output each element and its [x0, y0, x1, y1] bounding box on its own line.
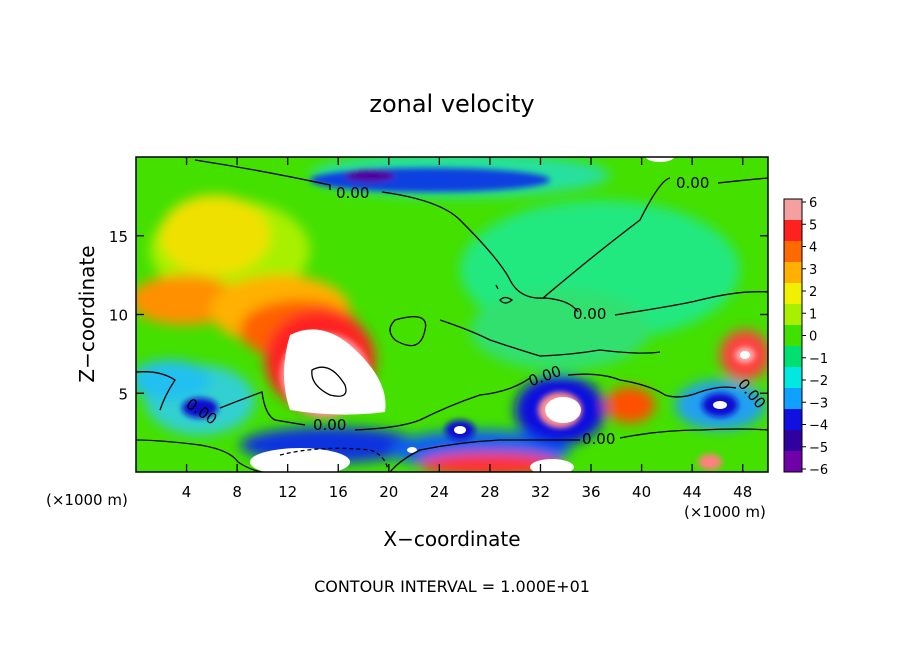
colorbar-swatch: [784, 388, 802, 410]
x-tick-label: 28: [480, 483, 499, 501]
contour-label: 0.00: [313, 416, 346, 434]
colorbar-swatch: [784, 283, 802, 305]
y-axis: 5 10 15: [109, 228, 768, 403]
contour-label: 0.00: [676, 174, 709, 192]
colorbar: 6 5 4 3 2 1 0 −1 −2 −3 −4 −5 −6: [783, 196, 828, 478]
x-axis: 4 8 12 16 20 24 28 32 36 40 44 48: [182, 157, 752, 501]
colorbar-tick-label: 2: [809, 285, 817, 300]
colorbar-swatch: [784, 430, 802, 452]
x-unit-label-left: (×1000 m): [46, 491, 128, 509]
colorbar-tick-label: 5: [809, 218, 817, 233]
contour-label: 0.00: [582, 430, 615, 448]
colorbar-swatch: [784, 220, 802, 242]
x-tick-label: 8: [232, 483, 242, 501]
colorbar-tick-label: 6: [809, 196, 817, 211]
colorbar-swatch: [784, 262, 802, 284]
colorbar-tick-label: −6: [809, 463, 828, 478]
x-tick-label: 44: [683, 483, 702, 501]
x-tick-label: 12: [278, 483, 297, 501]
contour-label: 0.00: [573, 305, 606, 323]
x-tick-label: 20: [379, 483, 398, 501]
colorbar-tick-label: −2: [809, 374, 828, 389]
x-tick-label: 24: [430, 483, 449, 501]
y-tick-label: 10: [109, 307, 128, 325]
x-tick-label: 48: [733, 483, 752, 501]
heatmap-field: [136, 157, 768, 472]
colorbar-tick-label: −3: [809, 396, 828, 411]
x-tick-label: 36: [581, 483, 600, 501]
colorbar-swatch: [784, 304, 802, 326]
x-tick-label: 40: [632, 483, 651, 501]
colorbar-swatch: [784, 199, 802, 221]
colorbar-tick-label: −4: [809, 419, 828, 434]
x-axis-label: X−coordinate: [383, 527, 520, 551]
x-tick-label: 32: [531, 483, 550, 501]
colorbar-swatch: [784, 325, 802, 347]
colorbar-swatch: [784, 241, 802, 263]
contour-interval-note: CONTOUR INTERVAL = 1.000E+01: [314, 577, 590, 596]
chart-title: zonal velocity: [369, 90, 534, 118]
x-tick-label: 16: [329, 483, 348, 501]
colorbar-tick-label: 3: [809, 263, 817, 278]
x-tick-label: 4: [182, 483, 192, 501]
contour-lines: [136, 159, 768, 472]
y-tick-label: 15: [109, 228, 128, 246]
contour-label: 0.00: [336, 184, 369, 202]
colorbar-swatch: [784, 346, 802, 368]
colorbar-tick-label: 1: [809, 307, 817, 322]
x-unit-label-right: (×1000 m): [684, 503, 766, 521]
colorbar-swatch: [784, 451, 802, 473]
colorbar-swatch: [784, 409, 802, 431]
colorbar-tick-label: −1: [809, 352, 828, 367]
colorbar-tick-label: −5: [809, 441, 828, 456]
colorbar-tick-label: 0: [809, 330, 817, 345]
colorbar-tick-label: 4: [809, 241, 817, 256]
y-tick-label: 5: [118, 385, 128, 403]
colorbar-swatch: [784, 367, 802, 389]
y-axis-label: Z−coordinate: [75, 245, 99, 382]
